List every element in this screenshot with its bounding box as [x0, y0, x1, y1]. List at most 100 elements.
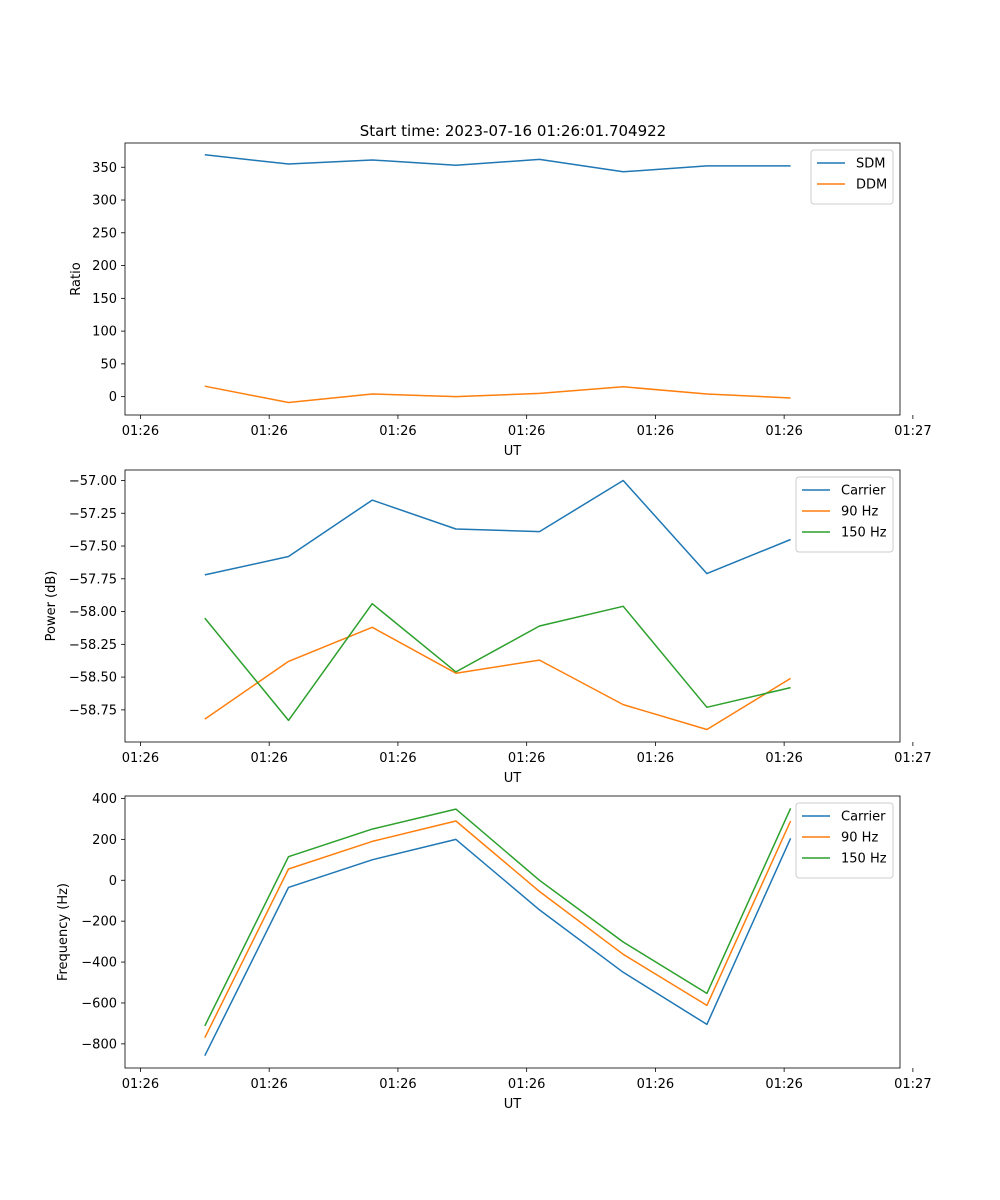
data-point-90-hz-2 [371, 841, 373, 843]
x-tick-label: 01:27 [894, 1077, 931, 1092]
series-line-150-hz [204, 602, 791, 722]
data-point-150-hz-5 [622, 606, 624, 608]
data-point-90-hz-5 [622, 704, 624, 706]
data-point-carrier-6 [706, 1024, 708, 1026]
series-lines [204, 807, 792, 1057]
data-point-carrier-4 [539, 909, 541, 911]
y-tick-label: 250 [92, 226, 117, 241]
series-lines [204, 154, 792, 404]
x-tick-label: 01:26 [508, 751, 545, 766]
data-point-carrier-4 [539, 531, 541, 533]
data-point-90-hz-1 [288, 868, 290, 870]
data-point-90-hz-1 [288, 661, 290, 663]
data-point-ddm-4 [539, 393, 541, 395]
data-point-ddm-2 [371, 393, 373, 395]
data-point-150-hz-1 [288, 720, 290, 722]
legend-label-carrier: Carrier [841, 484, 886, 499]
data-point-sdm-1 [288, 163, 290, 165]
data-point-90-hz-6 [706, 729, 708, 731]
data-point-150-hz-2 [371, 828, 373, 830]
legend-label-sdm: SDM [856, 157, 885, 172]
data-point-90-hz-5 [622, 953, 624, 955]
x-tick-label: 01:26 [250, 424, 287, 439]
data-point-150-hz-1 [288, 856, 290, 858]
y-tick-label: −57.50 [69, 540, 117, 555]
x-tick-label: 01:26 [637, 424, 674, 439]
legend-box [795, 802, 894, 879]
x-tick-label: 01:26 [379, 424, 416, 439]
y-tick-label: 200 [92, 259, 117, 274]
data-point-ddm-0 [204, 385, 206, 387]
y-tick-label: 0 [109, 390, 117, 405]
data-point-150-hz-3 [455, 671, 457, 673]
data-point-ddm-1 [288, 402, 290, 404]
subplot-1: 01:26 01:26 01:26 01:26 01:26 01:26 01:27 UT 0 50… [69, 142, 932, 459]
data-point-sdm-2 [371, 159, 373, 161]
x-axis: 01:26 01:26 01:26 01:26 01:26 01:26 01:27 UT [122, 742, 932, 786]
data-point-carrier-5 [622, 480, 624, 482]
y-tick-label: 200 [92, 833, 117, 848]
x-tick-label: 01:26 [765, 424, 802, 439]
data-point-ddm-3 [455, 396, 457, 398]
y-tick-label: 300 [92, 194, 117, 209]
data-point-90-hz-4 [539, 891, 541, 893]
series-lines [204, 479, 792, 731]
x-tick-label: 01:27 [894, 751, 931, 766]
x-tick-label: 01:27 [894, 424, 931, 439]
legend: Carrier 90 Hz 150 Hz [795, 802, 894, 879]
data-point-ddm-7 [790, 397, 792, 399]
data-point-90-hz-0 [204, 1037, 206, 1039]
subplot-3: 01:26 01:26 01:26 01:26 01:26 01:26 01:27 UT −80… [56, 792, 932, 1112]
data-point-carrier-0 [204, 1055, 206, 1057]
data-point-150-hz-7 [790, 687, 792, 689]
data-point-sdm-5 [622, 171, 624, 173]
data-point-carrier-6 [706, 573, 708, 575]
legend: Carrier 90 Hz 150 Hz [795, 476, 894, 553]
x-tick-label: 01:26 [765, 1077, 802, 1092]
legend: SDM DDM [810, 149, 894, 205]
y-tick-label: −58.75 [69, 703, 117, 718]
y-tick-label: −57.75 [69, 572, 117, 587]
x-axis-label: UT [504, 1097, 522, 1112]
data-point-sdm-4 [539, 159, 541, 161]
y-tick-label: 150 [92, 292, 117, 307]
x-tick-label: 01:26 [250, 751, 287, 766]
data-point-carrier-5 [622, 971, 624, 973]
x-tick-label: 01:26 [508, 1077, 545, 1092]
data-point-90-hz-2 [371, 627, 373, 629]
y-tick-label: −58.50 [69, 671, 117, 686]
x-tick-label: 01:26 [637, 1077, 674, 1092]
data-point-carrier-7 [790, 539, 792, 541]
x-tick-label: 01:26 [765, 751, 802, 766]
y-axis-label: Ratio [69, 262, 84, 295]
x-axis-label: UT [504, 771, 522, 786]
x-tick-label: 01:26 [508, 424, 545, 439]
y-tick-label: −58.00 [69, 605, 117, 620]
data-point-150-hz-0 [204, 1025, 206, 1027]
y-tick-label: −57.25 [69, 507, 117, 522]
data-point-90-hz-7 [790, 678, 792, 680]
y-tick-label: 350 [92, 161, 117, 176]
y-axis-label: Power (dB) [44, 571, 59, 642]
legend-label-150-hz: 150 Hz [841, 526, 887, 541]
x-tick-label: 01:26 [379, 1077, 416, 1092]
data-point-150-hz-4 [539, 879, 541, 881]
y-axis: −58.75 −58.50 −58.25 −58.00 −57.75 −57.50 −57.… [44, 474, 125, 718]
y-tick-label: −600 [81, 996, 117, 1011]
series-line-sdm [204, 154, 791, 173]
data-point-90-hz-3 [455, 820, 457, 822]
data-point-carrier-3 [455, 839, 457, 841]
data-point-carrier-0 [204, 574, 206, 576]
series-line-90-hz [204, 820, 792, 1039]
x-tick-label: 01:26 [122, 751, 159, 766]
y-tick-label: 50 [100, 357, 117, 372]
data-point-90-hz-0 [204, 718, 206, 720]
data-point-150-hz-6 [706, 706, 708, 708]
data-point-sdm-6 [706, 165, 708, 167]
y-tick-label: −57.00 [69, 474, 117, 489]
y-tick-label: −400 [81, 956, 117, 971]
data-point-150-hz-3 [455, 808, 457, 810]
y-tick-label: 0 [109, 874, 117, 889]
data-point-90-hz-6 [706, 1005, 708, 1007]
